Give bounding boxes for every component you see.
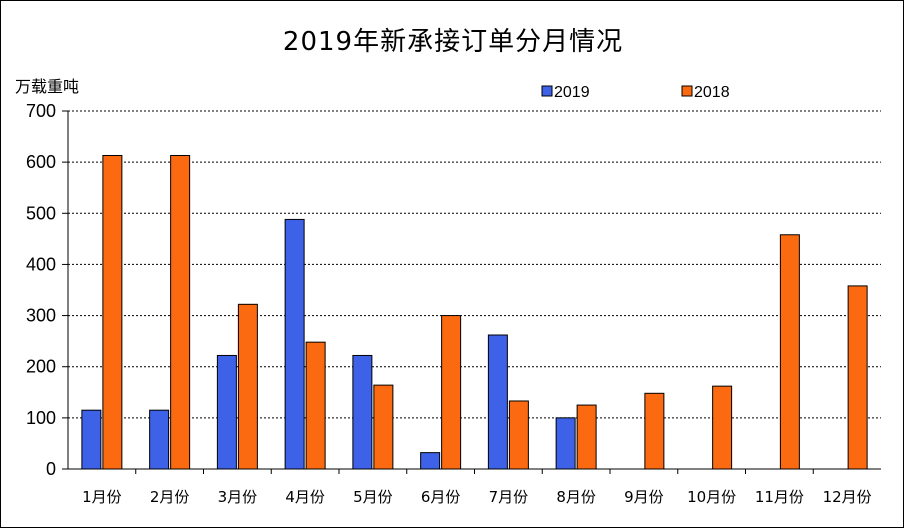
x-tick-label: 8月份 bbox=[556, 488, 596, 506]
legend-swatch-2018 bbox=[681, 85, 693, 97]
x-tick-label: 3月份 bbox=[218, 488, 258, 506]
y-tick-label: 600 bbox=[26, 152, 56, 172]
bar-2018-9 bbox=[644, 392, 665, 470]
bar-2019-4 bbox=[284, 218, 305, 470]
x-tick-label: 12月份 bbox=[823, 488, 872, 506]
x-tick-label: 5月份 bbox=[353, 488, 393, 506]
y-tick-label: 500 bbox=[26, 203, 56, 223]
bar-2018-7 bbox=[508, 400, 529, 470]
bar-2018-4 bbox=[305, 341, 326, 470]
x-tick-label: 7月份 bbox=[489, 488, 529, 506]
y-tick-label: 400 bbox=[26, 254, 56, 274]
bar-2018-5 bbox=[373, 384, 394, 470]
bar-2019-3 bbox=[216, 354, 237, 470]
bar-2018-8 bbox=[576, 404, 597, 470]
chart-title: 2019年新承接订单分月情况 bbox=[282, 27, 624, 57]
legend-label-2018: 2018 bbox=[694, 84, 730, 101]
bar-2018-2 bbox=[170, 154, 191, 470]
x-tick-label: 6月份 bbox=[421, 488, 461, 506]
x-tick-label: 2月份 bbox=[150, 488, 190, 506]
x-tick-label: 4月份 bbox=[285, 488, 325, 506]
x-tick-label: 9月份 bbox=[624, 488, 664, 506]
legend-swatch-2019 bbox=[541, 85, 553, 97]
bar-2019-8 bbox=[555, 417, 576, 470]
y-tick-label: 300 bbox=[26, 306, 56, 326]
bar-2019-1 bbox=[81, 409, 102, 470]
x-tick-label: 1月份 bbox=[82, 488, 122, 506]
bar-2019-5 bbox=[352, 354, 373, 470]
bar-2019-7 bbox=[487, 334, 508, 470]
bar-2018-1 bbox=[102, 154, 123, 470]
x-tick-label: 11月份 bbox=[755, 488, 804, 506]
y-tick-label: 100 bbox=[26, 408, 56, 428]
bar-2018-11 bbox=[779, 234, 800, 470]
bar-2018-6 bbox=[441, 315, 462, 470]
y-axis-label: 万载重吨 bbox=[15, 77, 80, 96]
bar-2018-10 bbox=[712, 385, 733, 470]
bar-2019-6 bbox=[420, 452, 441, 470]
bar-2018-3 bbox=[237, 303, 258, 470]
legend-label-2019: 2019 bbox=[554, 84, 590, 101]
y-tick-label: 200 bbox=[26, 357, 56, 377]
x-tick-label: 10月份 bbox=[687, 488, 736, 506]
bar-2019-2 bbox=[149, 409, 170, 470]
y-tick-label: 700 bbox=[26, 101, 56, 121]
bar-2018-12 bbox=[847, 285, 868, 470]
y-tick-label: 0 bbox=[46, 459, 56, 479]
